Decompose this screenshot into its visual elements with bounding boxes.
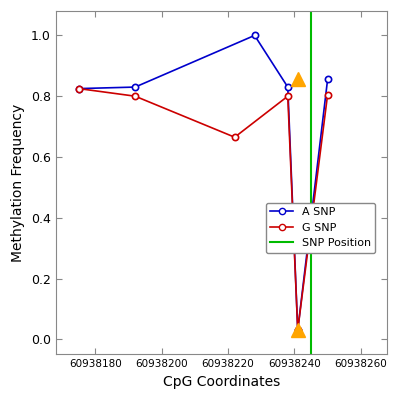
Y-axis label: Methylation Frequency: Methylation Frequency	[11, 104, 25, 262]
Legend: A SNP, G SNP, SNP Position: A SNP, G SNP, SNP Position	[266, 203, 375, 253]
X-axis label: CpG Coordinates: CpG Coordinates	[163, 375, 280, 389]
